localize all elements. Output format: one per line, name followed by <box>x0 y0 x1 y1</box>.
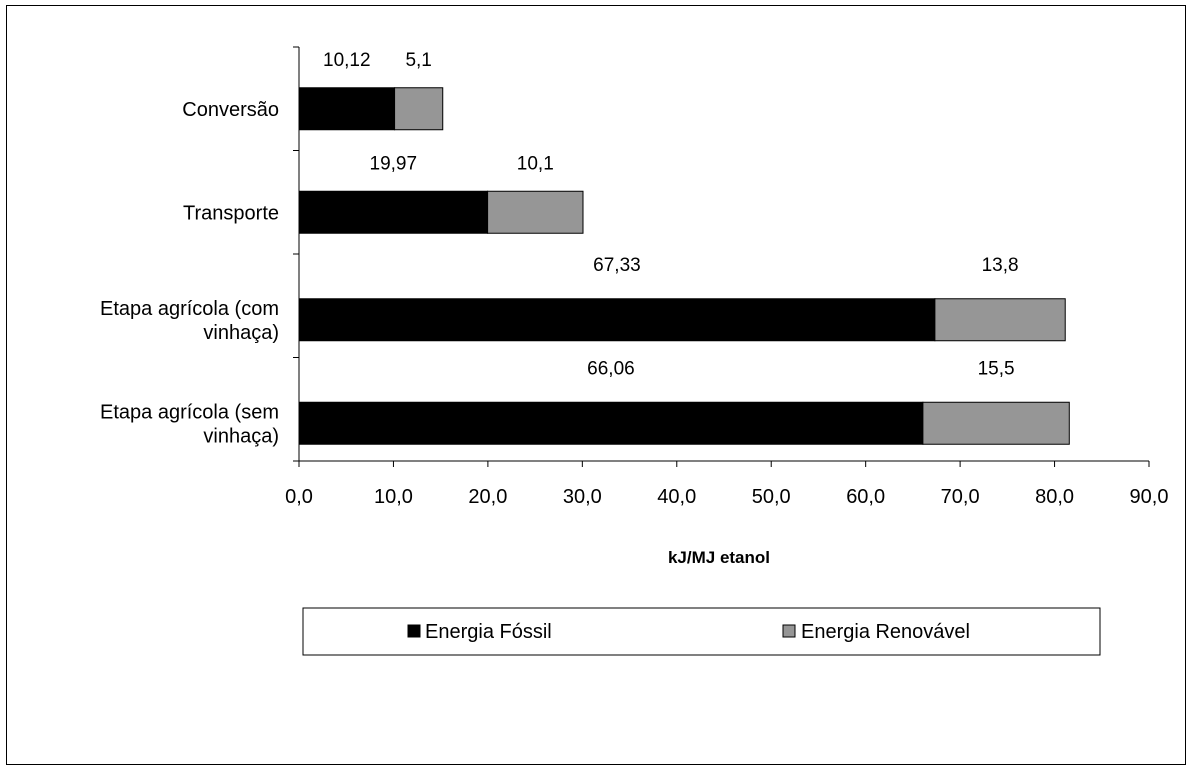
x-tick-label: 10,0 <box>374 486 413 508</box>
category-label: Transporte <box>183 202 279 224</box>
data-label: 10,1 <box>517 153 554 174</box>
bar-renewable <box>394 87 444 131</box>
bar-renewable <box>487 190 584 234</box>
x-axis-title: kJ/MJ etanol <box>668 548 770 567</box>
category-label: vinhaça) <box>203 322 279 344</box>
bar-renewable <box>934 298 1066 342</box>
category-label: Conversão <box>182 99 279 121</box>
legend-swatch-fossil <box>407 624 421 638</box>
data-label: 5,1 <box>405 50 431 71</box>
x-tick-label: 70,0 <box>941 486 980 508</box>
data-label: 19,97 <box>370 153 418 174</box>
chart-labels: Conversão 10,12 5,1 Transporte 19,97 10,1 Etap… <box>100 50 1019 448</box>
legend-box <box>302 607 1101 656</box>
bar-fossil <box>298 190 489 234</box>
chart-axes: 0,0 10,0 20,0 30,0 40,0 50,0 60,0 70,0 80,0 90,0 <box>285 46 1169 508</box>
x-tick-label: 0,0 <box>285 486 313 508</box>
data-label: 10,12 <box>323 50 371 71</box>
category-label: vinhaça) <box>203 425 279 447</box>
category-label: Etapa agrícola (sem <box>100 401 279 423</box>
x-tick-label: 50,0 <box>752 486 791 508</box>
legend-swatch-renewable <box>782 624 796 638</box>
category-label: Etapa agrícola (com <box>100 298 279 320</box>
legend: Energia Fóssil Energia Renovável <box>302 607 1101 656</box>
bar-renewable <box>922 401 1070 445</box>
bar-fossil <box>298 401 924 445</box>
data-label: 66,06 <box>587 358 635 379</box>
x-tick-label: 30,0 <box>563 486 602 508</box>
legend-label-renewable: Energia Renovável <box>801 621 970 643</box>
x-tick-label: 60,0 <box>846 486 885 508</box>
data-label: 67,33 <box>593 255 641 276</box>
legend-label-fossil: Energia Fóssil <box>425 621 552 643</box>
bar-fossil <box>298 298 936 342</box>
x-tick-label: 90,0 <box>1130 486 1169 508</box>
data-label: 15,5 <box>978 358 1015 379</box>
bar-fossil <box>298 87 396 131</box>
stacked-bar-chart: 0,0 10,0 20,0 30,0 40,0 50,0 60,0 70,0 80,0 90,0 … <box>100 46 1169 656</box>
x-tick-label: 20,0 <box>468 486 507 508</box>
chart-bars <box>298 87 1070 445</box>
data-label: 13,8 <box>982 255 1019 276</box>
x-tick-label: 40,0 <box>657 486 696 508</box>
x-tick-label: 80,0 <box>1035 486 1074 508</box>
